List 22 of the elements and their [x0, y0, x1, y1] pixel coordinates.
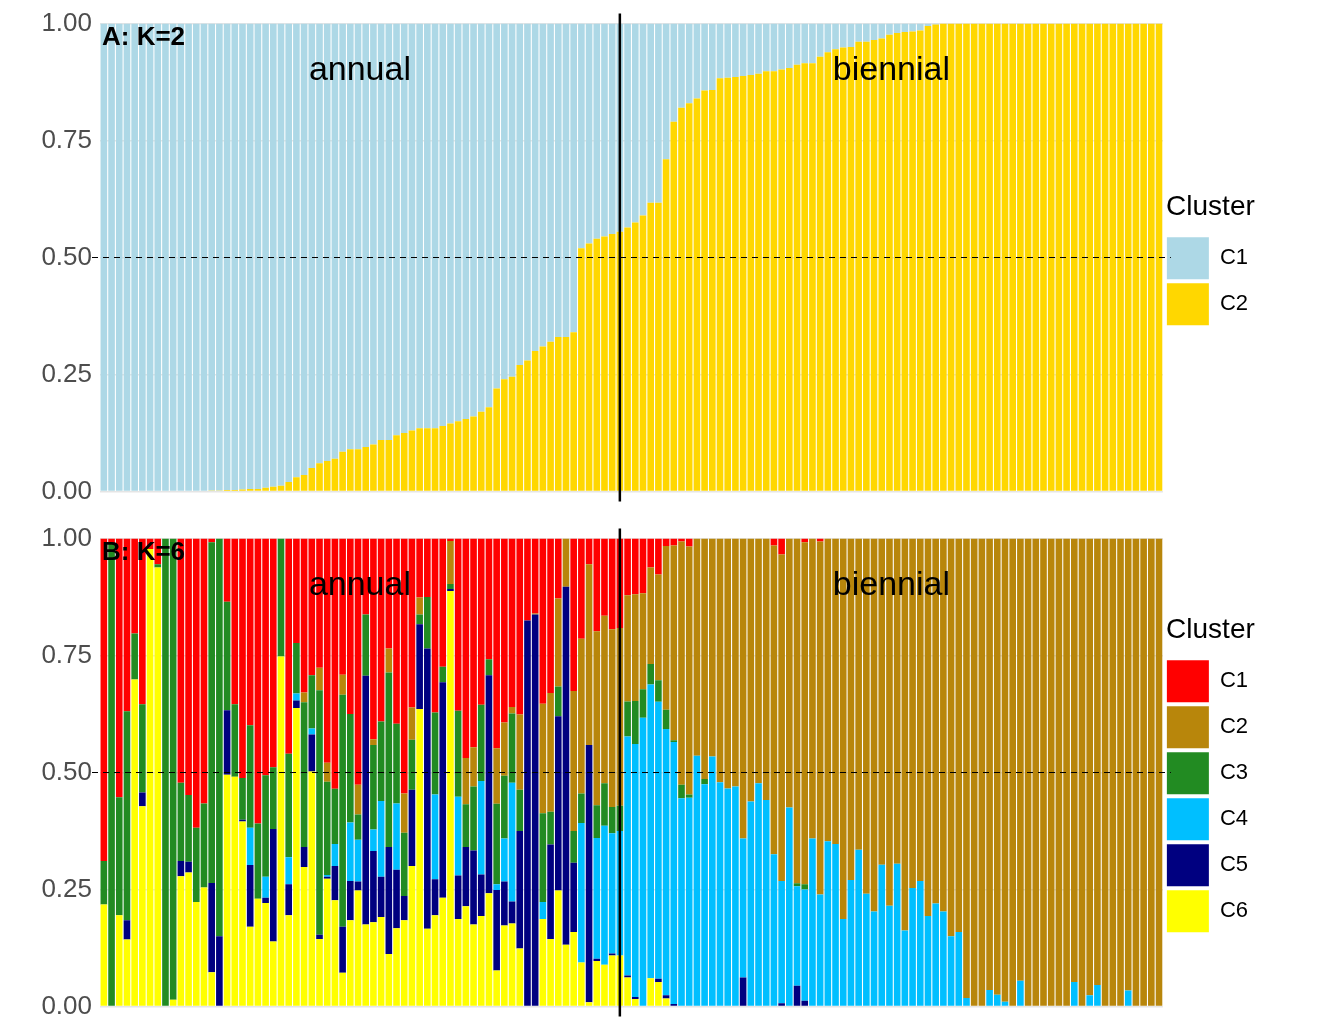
legend-label: C3	[1219, 759, 1248, 785]
legend-title: Cluster	[1166, 613, 1255, 645]
legend-label: C5	[1219, 851, 1248, 877]
y-tick-label: 0.00	[41, 474, 92, 505]
y-tick-label: 0.75	[41, 123, 92, 154]
y-tick-label: 1.00	[41, 6, 92, 37]
y-tick-label: 0.50	[41, 240, 92, 271]
y-tick-label: 0.00	[41, 989, 92, 1020]
y-tick-label: 1.00	[41, 521, 92, 552]
annotation: annual	[308, 48, 411, 87]
chart-title: A: K=2	[102, 20, 186, 51]
legend-label: C1	[1219, 667, 1248, 693]
y-tick-label: 0.25	[41, 357, 92, 388]
y-tick-label: 0.25	[41, 872, 92, 903]
legend-label: C6	[1219, 897, 1248, 923]
legend-label: C2	[1219, 713, 1248, 739]
legend-label: C2	[1219, 290, 1248, 316]
legend-label: C1	[1219, 244, 1248, 270]
legend-title: Cluster	[1166, 190, 1255, 222]
legend-label: C4	[1219, 805, 1248, 831]
y-tick-label: 0.75	[41, 638, 92, 669]
y-tick-label: 0.50	[41, 755, 92, 786]
